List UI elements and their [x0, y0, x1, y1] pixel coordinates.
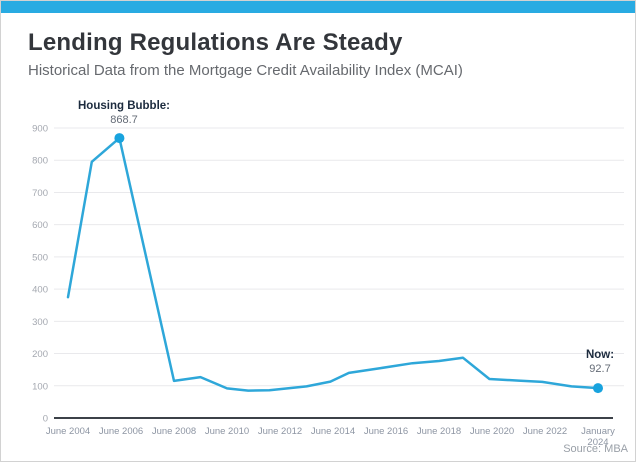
x-axis-tick-label: June 2010	[205, 426, 249, 437]
source-credit: Source: MBA	[563, 443, 628, 455]
annotation-housing-bubble-label: Housing Bubble:	[78, 100, 170, 112]
x-axis-tick-label: June 2020	[470, 426, 514, 437]
x-axis-tick-label: June 2022	[523, 426, 567, 437]
y-axis-tick-label: 200	[32, 349, 48, 360]
top-accent-bar	[1, 1, 635, 13]
y-axis-tick-label: 0	[43, 414, 48, 425]
y-axis-tick-label: 500	[32, 252, 48, 263]
annotation-now: Now: 92.7	[540, 349, 635, 375]
page-title: Lending Regulations Are Steady	[28, 29, 403, 56]
y-axis-tick-label: 600	[32, 220, 48, 231]
x-axis-tick-label: June 2004	[46, 426, 90, 437]
annotation-housing-bubble: Housing Bubble: 868.7	[44, 100, 204, 126]
x-axis-tick-label: June 2012	[258, 426, 302, 437]
x-axis-tick-label: June 2018	[417, 426, 461, 437]
y-axis-tick-label: 900	[32, 124, 48, 135]
y-axis-tick-label: 700	[32, 188, 48, 199]
mcai-series-line	[66, 136, 600, 392]
data-point-marker	[593, 383, 603, 394]
y-axis-tick-label: 300	[32, 317, 48, 328]
annotation-now-value: 92.7	[589, 362, 611, 375]
x-axis-tick-label: June 2006	[99, 426, 143, 437]
y-axis-tick-label: 800	[32, 156, 48, 167]
x-axis-tick-label: June 2016	[364, 426, 408, 437]
x-axis-tick-label: June 2008	[152, 426, 196, 437]
page-subtitle: Historical Data from the Mortgage Credit…	[28, 62, 463, 79]
x-axis-tick-label: January 2024	[581, 426, 615, 448]
y-axis-tick-label: 400	[32, 285, 48, 296]
annotation-now-label: Now:	[585, 349, 615, 361]
annotation-housing-bubble-value: 868.7	[110, 113, 138, 126]
data-point-marker	[114, 133, 125, 144]
x-axis-tick-label: June 2014	[311, 426, 355, 437]
y-axis-tick-label: 100	[32, 381, 48, 392]
